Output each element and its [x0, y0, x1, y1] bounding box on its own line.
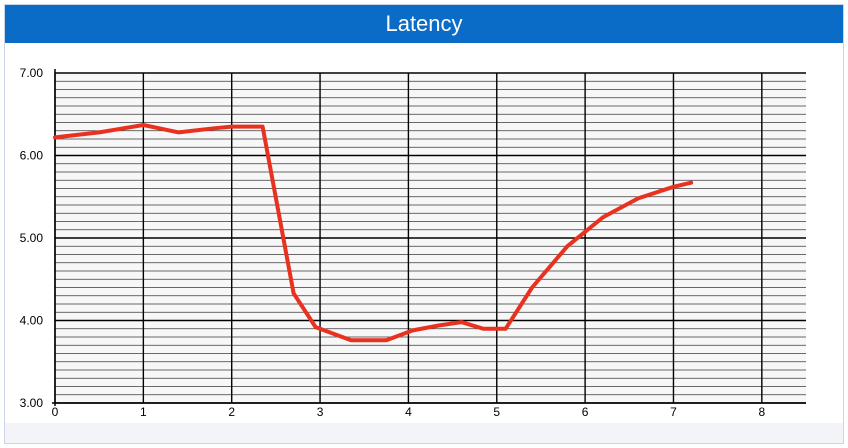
- minor-gridlines: [55, 80, 806, 396]
- axes: [52, 69, 806, 406]
- y-tick-label: 4.00: [20, 314, 44, 328]
- x-tick-label: 4: [405, 405, 412, 419]
- y-tick-label: 6.00: [20, 149, 44, 163]
- data-point: [565, 244, 569, 248]
- data-point: [212, 126, 216, 130]
- series-line: [53, 123, 694, 343]
- x-tick-label: 0: [52, 405, 59, 419]
- data-point: [230, 125, 234, 129]
- y-tick-label: 7.00: [20, 66, 44, 80]
- data-point: [504, 327, 508, 331]
- data-point: [97, 130, 101, 134]
- data-point: [53, 135, 57, 139]
- series-layer: [53, 123, 694, 343]
- data-point: [141, 123, 145, 127]
- data-point: [292, 291, 296, 295]
- x-tick-label: 8: [758, 405, 765, 419]
- x-tick-label: 2: [228, 405, 235, 419]
- data-point: [636, 196, 640, 200]
- data-point: [177, 130, 181, 134]
- y-tick-label: 5.00: [20, 231, 44, 245]
- data-point: [411, 328, 415, 332]
- x-tick-label: 6: [582, 405, 589, 419]
- data-point: [689, 181, 693, 185]
- data-point: [530, 286, 534, 289]
- data-point: [384, 338, 388, 342]
- x-tick-label: 5: [493, 405, 500, 419]
- x-tick-label: 1: [140, 405, 147, 419]
- tick-labels: 3.00 4.00 5.00 6.00 7.00 0 1 2 3 4 5 6 7 8: [20, 66, 766, 419]
- data-point: [601, 215, 605, 219]
- chart-title: Latency: [5, 5, 843, 43]
- bottom-strip: [5, 423, 843, 443]
- data-point: [671, 185, 675, 189]
- data-point: [482, 327, 486, 331]
- x-tick-label: 7: [670, 405, 677, 419]
- data-point: [261, 125, 265, 129]
- y-tick-label: 3.00: [20, 396, 44, 410]
- data-point: [459, 320, 463, 324]
- x-tick-label: 3: [317, 405, 324, 419]
- data-point: [349, 338, 353, 342]
- data-point: [437, 323, 441, 327]
- data-point: [314, 325, 318, 329]
